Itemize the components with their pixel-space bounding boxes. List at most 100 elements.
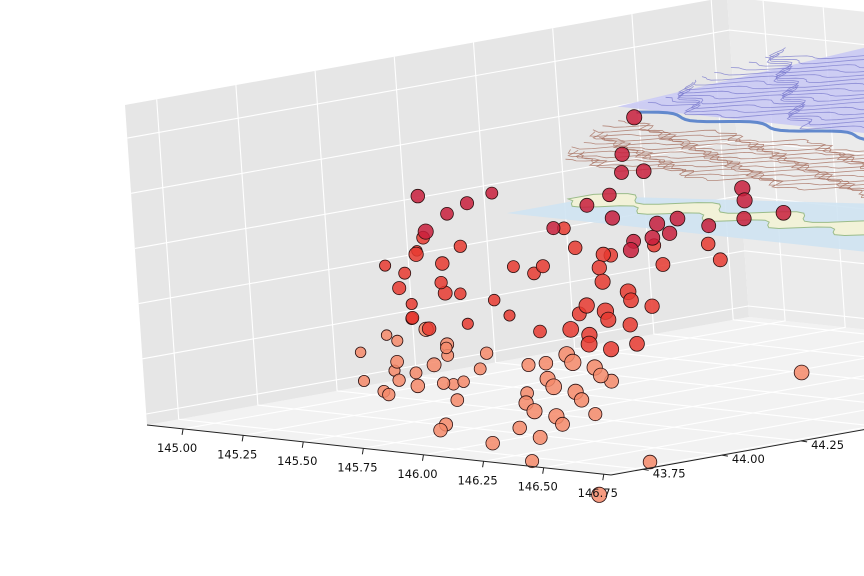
earthquake-point-s1-27 — [538, 356, 554, 371]
x-tick-mark-4 — [421, 454, 424, 461]
earthquake-point-s0-21 — [410, 378, 426, 394]
grid-line-y-1 — [235, 85, 722, 456]
earthquake-point-s0-36 — [479, 346, 494, 360]
earthquake-point-s1-15 — [592, 367, 609, 384]
x-tick-label-5: 146.25 — [457, 473, 497, 487]
y-tick-label-0: 43.75 — [653, 466, 686, 480]
earthquake-point-s0-51 — [602, 187, 617, 203]
land-fill-plane — [506, 197, 864, 252]
y-tick-mark-2 — [801, 440, 808, 443]
earthquake-point-s1-17 — [545, 378, 562, 396]
earthquake-point-s1-0 — [591, 260, 607, 276]
earthquake-point-s1-11 — [603, 341, 620, 358]
earthquake-point-s1-23 — [555, 416, 570, 432]
grid-line-y-4 — [472, 42, 864, 403]
earthquake-point-s1-6 — [600, 311, 617, 328]
earthquake-point-s1-19 — [573, 392, 590, 408]
earthquake-point-s0-38 — [503, 309, 516, 322]
grid-line-x-4 — [423, 375, 864, 456]
earthquake-point-s0-24 — [454, 287, 467, 300]
earthquake-points — [354, 109, 810, 503]
earthquake-point-s0-55 — [568, 240, 583, 256]
earthquake-point-s0-31 — [382, 387, 396, 402]
left-pane — [125, 0, 749, 425]
grid-line-z-0 — [127, 29, 864, 139]
earthquake-point-s0-6 — [392, 281, 407, 296]
earthquake-point-s1-29 — [595, 246, 611, 262]
earthquake-point-s0-10 — [405, 310, 420, 325]
earthquake-point-s0-14 — [391, 334, 404, 347]
earthquake-point-s0-26 — [379, 259, 392, 272]
earthquake-point-s1-25 — [644, 298, 660, 314]
earthquake-point-s1-44 — [642, 454, 658, 470]
earthquake-point-s0-0 — [410, 188, 426, 204]
earthquake-point-s0-47 — [433, 423, 448, 438]
x-tick-label-2: 145.50 — [277, 454, 317, 468]
earthquake-point-s1-31 — [622, 242, 639, 259]
earthquake-point-s1-26 — [629, 335, 645, 352]
earthquake-point-s0-41 — [485, 186, 499, 200]
earthquake-point-s0-44 — [473, 362, 487, 376]
earthquake-point-s1-47 — [521, 357, 536, 372]
earthquake-point-s1-43 — [591, 486, 608, 503]
earthquake-point-s0-50 — [614, 165, 629, 180]
earthquake-point-s1-7 — [622, 317, 638, 333]
earthquake-point-s1-36 — [669, 210, 686, 227]
earthquake-point-s0-4 — [435, 256, 450, 271]
earthquake-point-s0-52 — [579, 197, 595, 213]
x-tick-label-3: 145.75 — [337, 460, 377, 474]
earthquake-point-s1-1 — [594, 273, 611, 290]
earthquake-point-s0-49 — [614, 146, 630, 162]
y-tick-mark-1 — [721, 454, 728, 457]
earthquake-point-s1-8 — [562, 321, 579, 338]
grid-line-y-5 — [552, 28, 864, 381]
earthquake-point-s0-43 — [450, 393, 465, 407]
earthquake-point-s0-57 — [535, 259, 550, 274]
earthquake-point-s1-41 — [485, 436, 500, 451]
grid-line-z-4 — [142, 250, 864, 360]
x-tick-label-0: 145.00 — [157, 441, 197, 455]
grid-line-x-7 — [603, 426, 864, 475]
earthquake-point-s0-9 — [405, 297, 418, 310]
earthquake-point-s1-4 — [578, 297, 595, 314]
y-tick-label-1: 44.00 — [732, 452, 765, 466]
bathymetry-contours — [647, 47, 864, 130]
earthquake-point-s1-10 — [580, 335, 598, 353]
x-tick-mark-3 — [361, 448, 364, 455]
x-tick-mark-0 — [181, 428, 184, 435]
earthquake-point-s0-1 — [417, 223, 434, 240]
x-tick-mark-5 — [482, 461, 485, 468]
earthquake-point-s1-30 — [655, 257, 671, 272]
earthquake-point-s0-68 — [701, 218, 717, 234]
axis-lines — [146, 424, 864, 481]
earthquake-point-s0-18 — [426, 357, 442, 373]
earthquake-point-s0-53 — [604, 210, 621, 226]
surface-layers — [506, 47, 864, 252]
earthquake-point-s0-30 — [357, 374, 370, 387]
earthquake-point-s0-67 — [775, 205, 792, 221]
earthquake-point-s1-35 — [649, 215, 666, 232]
earthquake-point-s0-23 — [380, 329, 393, 341]
land-contours — [565, 120, 864, 199]
x-tick-label-7: 146.75 — [578, 486, 618, 500]
earthquake-point-s0-34 — [488, 293, 501, 307]
x-tick-mark-7 — [602, 474, 605, 481]
earthquake-point-s0-39 — [440, 207, 454, 221]
earthquake-point-s1-45 — [793, 364, 810, 381]
grid-line-z-5 — [146, 305, 864, 415]
y-tick-label-2: 44.25 — [811, 438, 844, 452]
earthquake-point-s0-12 — [421, 321, 437, 336]
earthquake-point-s1-33 — [661, 225, 678, 241]
earthquake-point-s1-42 — [525, 454, 540, 469]
earthquake-point-s0-54 — [546, 221, 561, 236]
grid-line-y-0 — [156, 99, 643, 470]
earthquake-point-s1-39 — [588, 407, 603, 422]
x-tick-label-1: 145.25 — [217, 447, 257, 461]
y-axis-line — [610, 429, 864, 476]
earthquake-point-s1-38 — [532, 429, 548, 445]
coastline-line — [636, 110, 864, 141]
grid-line-x-2 — [303, 340, 864, 443]
earthquake-point-s0-29 — [409, 366, 423, 380]
x-tick-mark-6 — [542, 467, 545, 474]
